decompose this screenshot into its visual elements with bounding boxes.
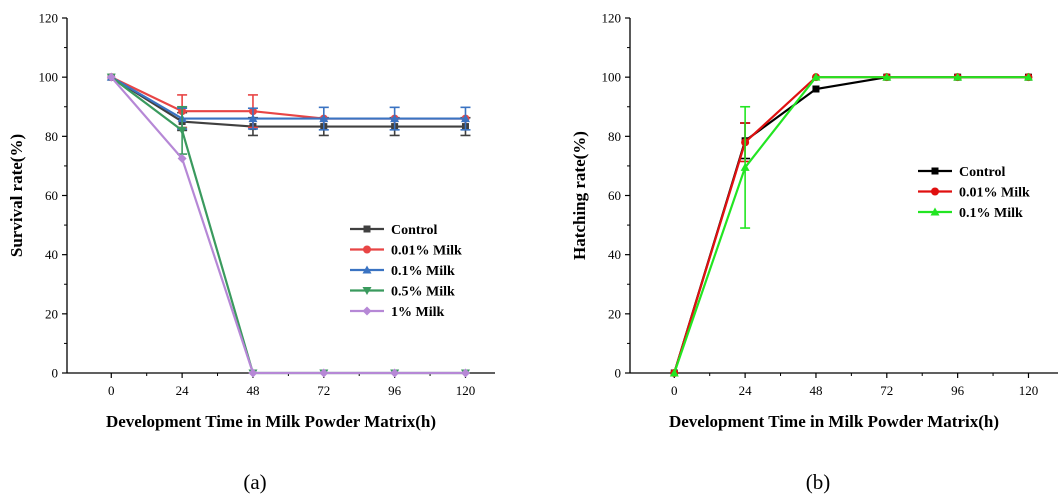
y-tick-label: 120 — [39, 11, 59, 26]
data-point — [882, 72, 892, 81]
x-tick-label: 0 — [671, 383, 678, 398]
y-axis-title: Hatching rate(%) — [570, 131, 589, 260]
y-tick-label: 40 — [45, 247, 58, 262]
legend-marker — [362, 306, 372, 316]
panel-label: (a) — [243, 470, 266, 494]
series-line — [110, 76, 466, 120]
x-axis-title: Development Time in Milk Powder Matrix(h… — [106, 412, 436, 431]
data-point — [248, 114, 258, 123]
legend-marker — [930, 207, 940, 216]
y-tick-label: 120 — [602, 11, 622, 26]
legend-label: 0.01% Milk — [959, 186, 1030, 201]
data-point — [1023, 72, 1033, 81]
y-tick-label: 80 — [608, 129, 621, 144]
x-tick-label: 24 — [739, 383, 753, 398]
x-tick-label: 0 — [108, 383, 115, 398]
x-tick-label: 24 — [176, 383, 190, 398]
x-tick-label: 96 — [951, 383, 965, 398]
chart-panel-b: 0 20 40 60 80 100 120 0 24 48 72 96 120 Development T… — [570, 11, 1058, 494]
y-tick-label: 80 — [45, 129, 58, 144]
y-tick-label: 40 — [608, 247, 621, 262]
data-point — [177, 126, 187, 135]
x-tick-label: 48 — [246, 383, 259, 398]
data-point — [953, 72, 963, 81]
series-1-milk — [106, 72, 470, 378]
x-tick-label: 120 — [1019, 383, 1039, 398]
data-point — [390, 368, 400, 378]
data-point — [106, 72, 116, 82]
x-tick-label: 72 — [880, 383, 893, 398]
data-point — [319, 114, 329, 123]
series-line — [110, 76, 466, 375]
data-point — [248, 368, 258, 378]
y-tick-label: 20 — [608, 306, 621, 321]
legend-label: Control — [391, 223, 438, 238]
data-point — [740, 162, 750, 171]
legend-label: 0.1% Milk — [391, 264, 455, 279]
y-tick-label: 0 — [52, 366, 59, 381]
data-point — [460, 114, 470, 123]
series-control — [107, 73, 471, 137]
x-tick-label: 96 — [388, 383, 402, 398]
y-tick-label: 20 — [45, 306, 58, 321]
series-line — [110, 76, 466, 128]
legend-marker — [362, 265, 372, 274]
series-line — [110, 76, 466, 120]
y-axis-title: Survival rate(%) — [7, 134, 26, 257]
legend-label: 0.5% Milk — [391, 285, 455, 300]
x-axis-title: Development Time in Milk Powder Matrix(h… — [669, 412, 999, 431]
legend-label: Control — [959, 165, 1006, 180]
series-line — [673, 76, 1029, 374]
series-line — [673, 76, 1029, 374]
panel-label: (b) — [806, 470, 831, 494]
legend-marker — [931, 187, 939, 196]
x-tick-label: 120 — [456, 383, 476, 398]
y-tick-label: 100 — [39, 70, 59, 85]
legend-marker — [363, 225, 371, 233]
legend-label: 0.01% Milk — [391, 244, 462, 259]
series-line — [673, 76, 1029, 374]
x-tick-label: 72 — [317, 383, 330, 398]
data-point — [669, 368, 679, 377]
legend-marker — [931, 167, 939, 175]
y-tick-label: 100 — [602, 70, 622, 85]
data-point — [812, 85, 820, 93]
legend-marker — [362, 287, 372, 295]
data-point — [319, 368, 329, 378]
data-point — [460, 368, 470, 378]
series-0-1-milk — [669, 72, 1033, 377]
data-point — [177, 154, 187, 164]
legend-marker — [363, 245, 371, 254]
y-tick-label: 60 — [45, 188, 58, 203]
legend-label: 0.1% Milk — [959, 206, 1023, 221]
x-tick-label: 48 — [809, 383, 822, 398]
y-tick-label: 60 — [608, 188, 621, 203]
data-point — [811, 72, 821, 81]
chart-panel-a: 0 20 40 60 80 100 120 0 24 48 72 96 120 Development T… — [7, 11, 495, 494]
data-point — [390, 114, 400, 123]
legend-label: 1% Milk — [391, 305, 444, 320]
y-tick-label: 0 — [615, 366, 622, 381]
